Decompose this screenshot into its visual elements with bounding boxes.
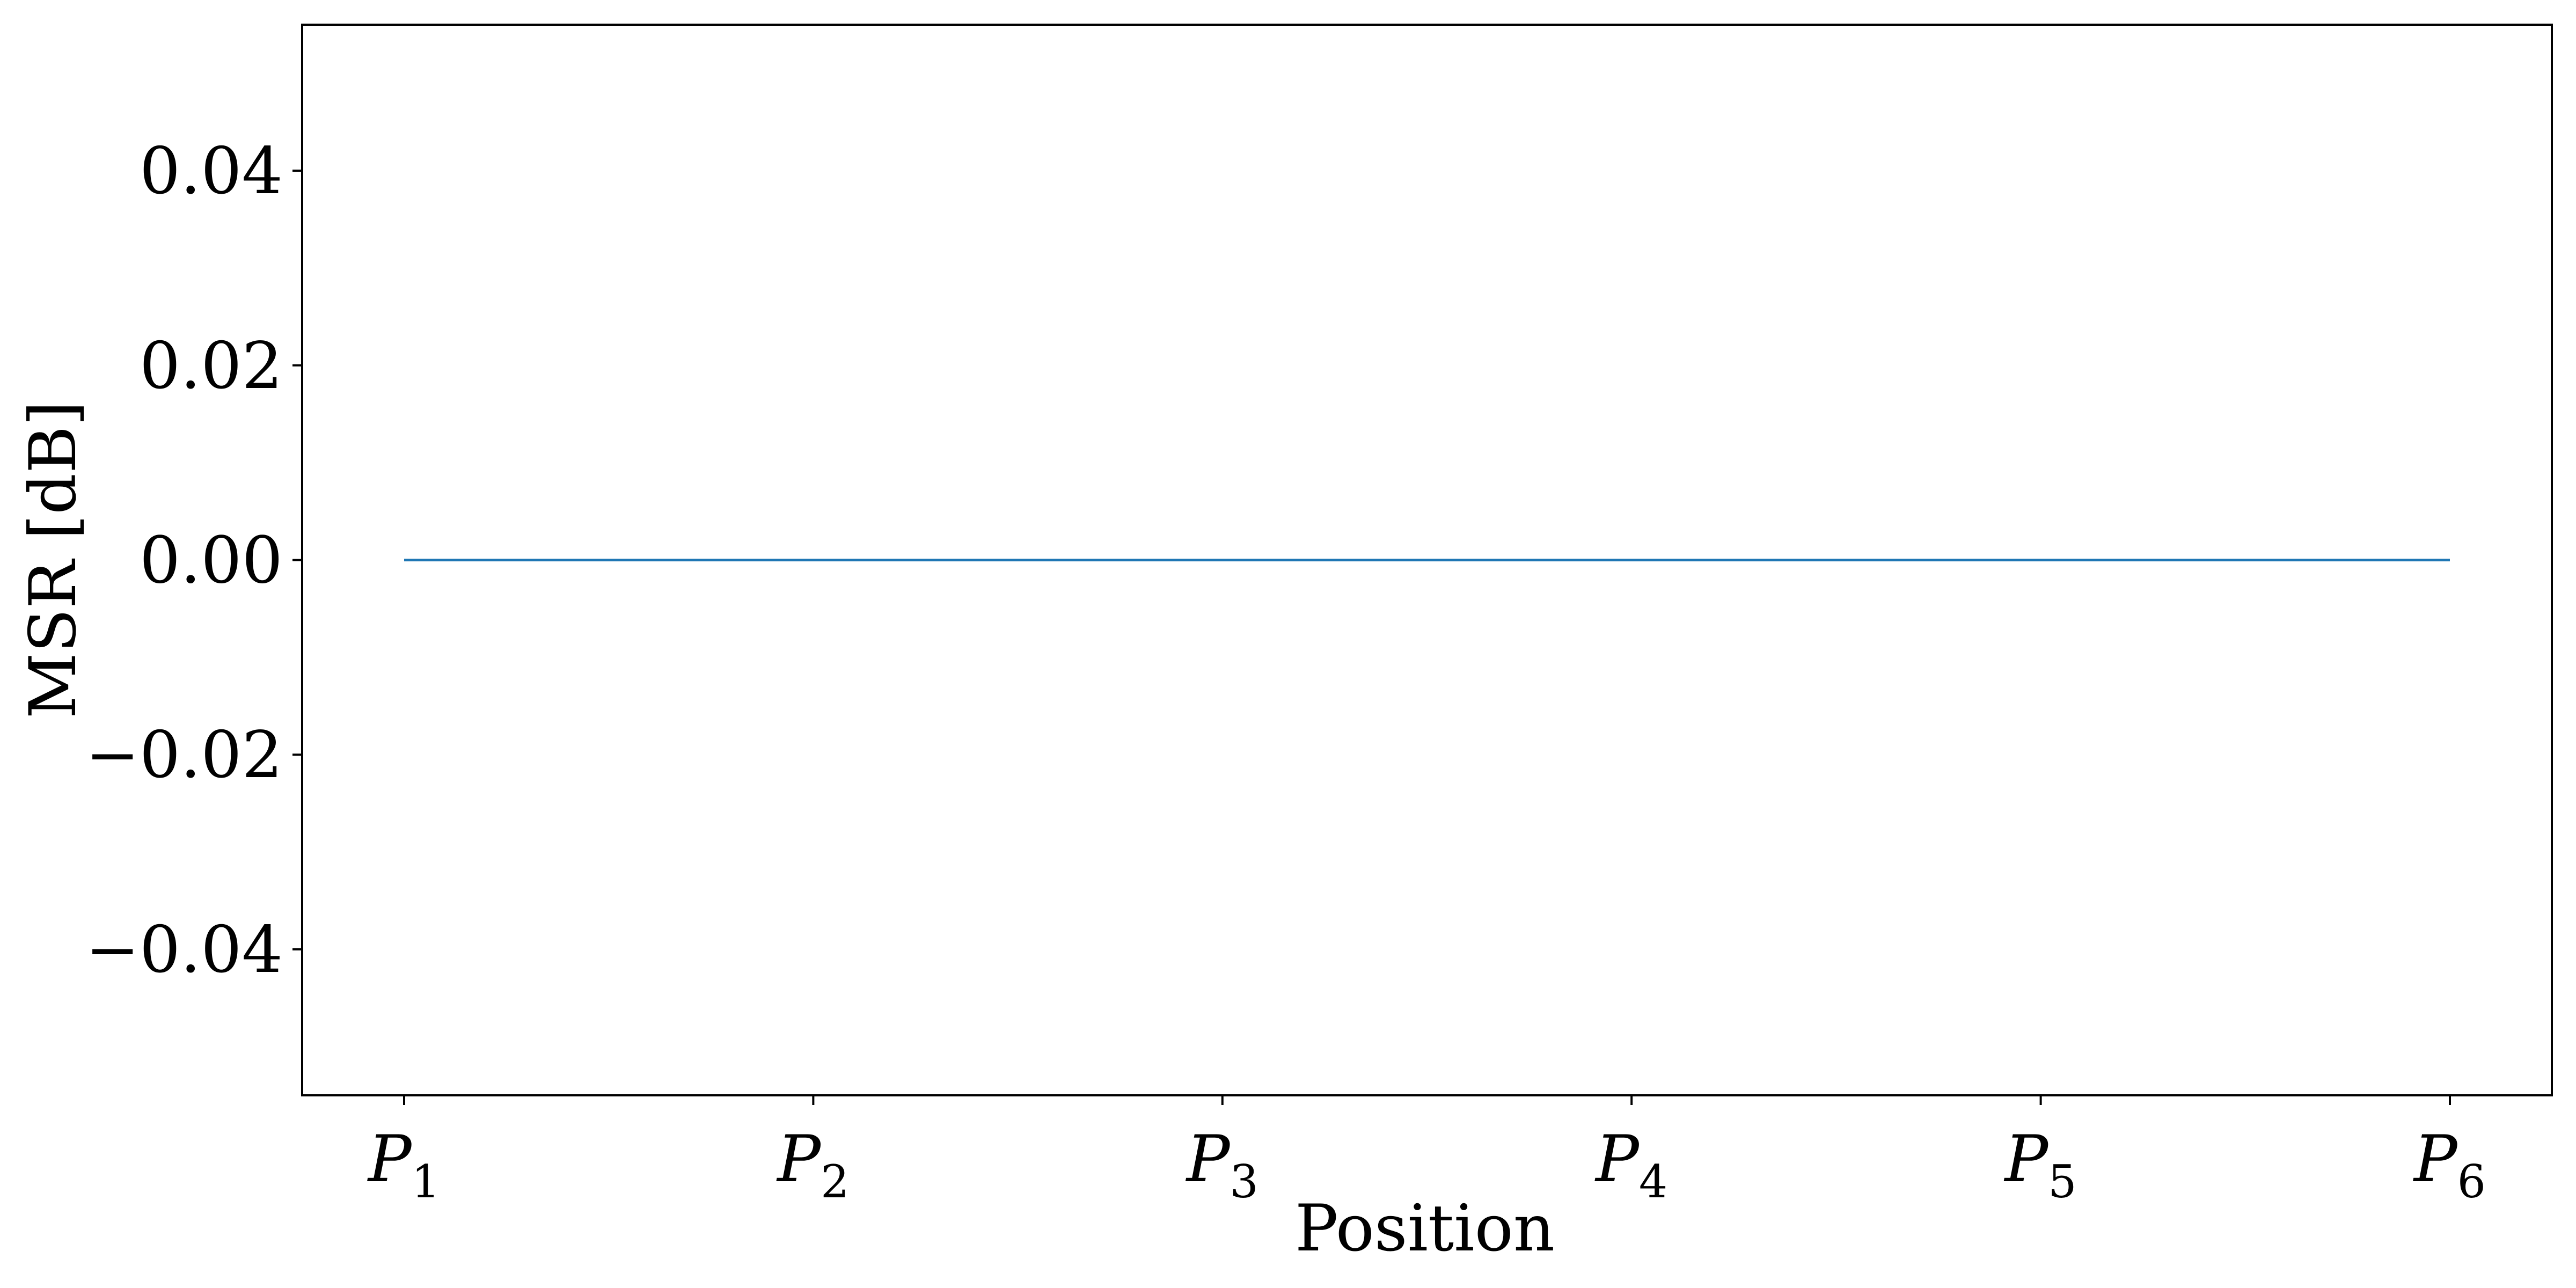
y-tick-label: 0.02 (140, 329, 283, 404)
y-tick-label: −0.04 (85, 913, 283, 987)
x-tick-label: P3 (1185, 1122, 1258, 1208)
y-axis: −0.04 −0.02 0.00 0.02 0.04 (85, 134, 302, 987)
y-tick-label: 0.04 (140, 134, 283, 209)
x-axis-label: Position (1295, 1191, 1555, 1266)
y-tick-label: 0.00 (140, 524, 283, 598)
x-tick-label: P5 (2003, 1122, 2076, 1208)
x-tick-label: P1 (367, 1122, 440, 1208)
x-tick-label: P4 (1594, 1122, 1667, 1208)
y-tick-label: −0.02 (85, 718, 283, 793)
x-tick-label: P2 (776, 1122, 849, 1208)
y-axis-label: MSR [dB] (16, 401, 91, 719)
x-tick-label: P6 (2413, 1122, 2486, 1208)
